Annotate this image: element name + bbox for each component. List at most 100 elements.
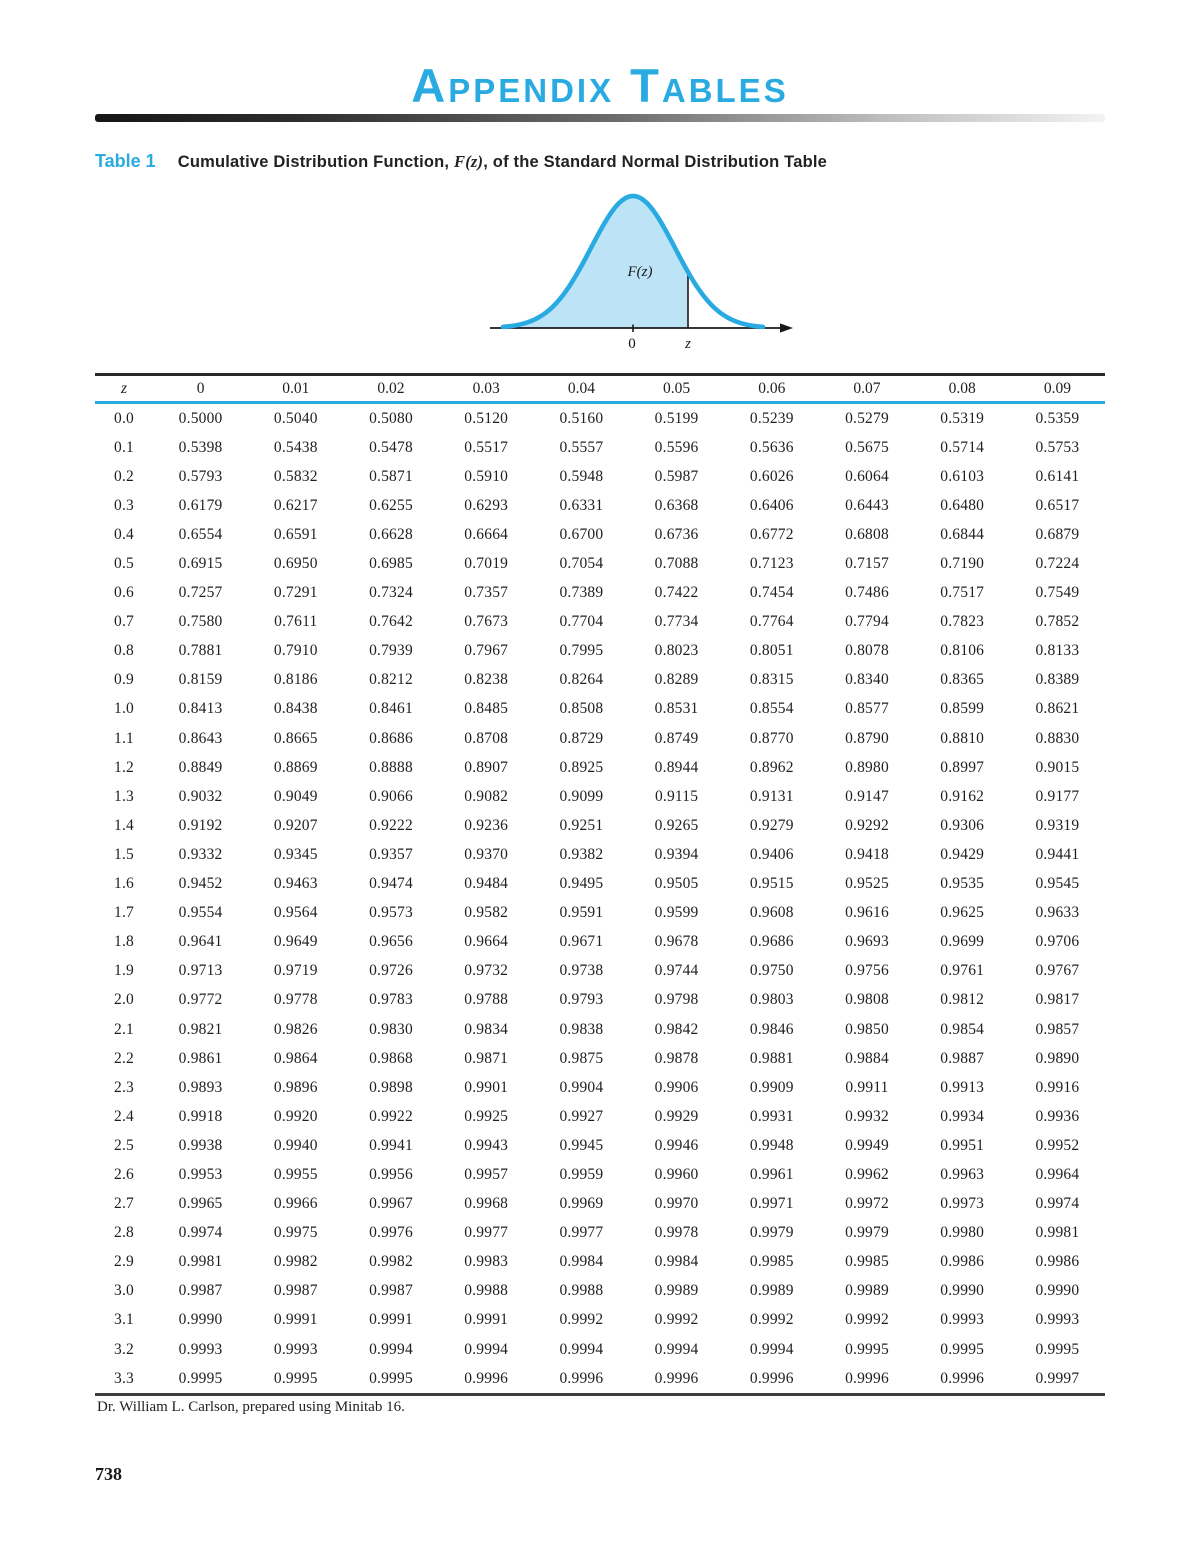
cdf-value: 0.9875: [559, 1049, 604, 1067]
cdf-value: 0.9761: [940, 962, 985, 980]
cdf-value: 0.6141: [1035, 467, 1080, 485]
table-row: 2.1 0.9821 0.9826 0.9830 0.9834 0.9838 0.9842 0…: [95, 1015, 1105, 1044]
cdf-value: 0.9983: [464, 1253, 509, 1271]
table-row: 1.3 0.9032 0.9049 0.9066 0.9082 0.9099 0.9115 0…: [95, 782, 1105, 811]
cdf-value: 0.8997: [940, 758, 985, 776]
cdf-value: 0.9664: [464, 933, 509, 951]
cdf-value: 0.9918: [178, 1107, 223, 1125]
cdf-value: 0.9671: [559, 933, 604, 951]
cdf-value: 0.5714: [940, 438, 985, 456]
cdf-value: 0.9988: [559, 1282, 604, 1300]
z-value: 2.8: [114, 1224, 134, 1242]
table-row: 1.2 0.8849 0.8869 0.8888 0.8907 0.8925 0.8944 0…: [95, 753, 1105, 782]
cdf-value: 0.6772: [749, 525, 794, 543]
cdf-value: 0.9994: [749, 1340, 794, 1358]
cdf-value: 0.9996: [654, 1369, 699, 1387]
title-divider-rule: [95, 114, 1105, 122]
cdf-value: 0.9993: [273, 1340, 318, 1358]
cdf-value: 0.5596: [654, 438, 699, 456]
cdf-value: 0.5987: [654, 467, 699, 485]
cdf-value: 0.8686: [369, 729, 413, 747]
table-row: 1.0 0.8413 0.8438 0.8461 0.8485 0.8508 0.8531 0…: [95, 695, 1105, 724]
table-label: Table 1: [95, 151, 156, 171]
cdf-value: 0.6915: [178, 555, 223, 573]
cdf-value: 0.5080: [369, 409, 413, 427]
cdf-value: 0.6591: [273, 525, 318, 543]
z-value: 0.1: [114, 438, 134, 456]
table-row: 1.1 0.8643 0.8665 0.8686 0.8708 0.8729 0.8749 0…: [95, 724, 1105, 753]
cdf-value: 0.8461: [369, 700, 413, 718]
cdf-value: 0.9988: [464, 1282, 509, 1300]
cdf-value: 0.9949: [845, 1136, 889, 1154]
cdf-value: 0.9871: [464, 1049, 509, 1067]
source-note: Dr. William L. Carlson, prepared using M…: [97, 1399, 405, 1415]
cdf-value: 0.9893: [178, 1078, 223, 1096]
table-row: 0.6 0.7257 0.7291 0.7324 0.7357 0.7389 0.7422 0…: [95, 579, 1105, 608]
cdf-value: 0.9236: [464, 816, 509, 834]
z-value: 0.5: [114, 555, 134, 573]
cdf-value: 0.9633: [1035, 904, 1080, 922]
cdf-value: 0.8340: [845, 671, 889, 689]
normal-curve-figure: F(z) 0 z: [488, 178, 798, 356]
cdf-value: 0.7054: [559, 555, 604, 573]
cdf-value: 0.8790: [845, 729, 889, 747]
cdf-value: 0.9484: [464, 875, 509, 893]
cdf-value: 0.5279: [845, 409, 889, 427]
cdf-value: 0.9975: [273, 1224, 318, 1242]
cdf-value: 0.9162: [940, 787, 985, 805]
cdf-value: 0.9713: [178, 962, 223, 980]
col-header: 0: [196, 379, 205, 397]
z-value: 2.4: [114, 1107, 134, 1125]
z-value: 1.5: [114, 845, 134, 863]
cdf-value: 0.9495: [559, 875, 604, 893]
table-row: 2.6 0.9953 0.9955 0.9956 0.9957 0.9959 0.9960 0…: [95, 1160, 1105, 1189]
cdf-value: 0.7422: [654, 584, 699, 602]
cdf-value: 0.9554: [178, 904, 223, 922]
cdf-value: 0.9406: [749, 845, 794, 863]
cdf-value: 0.6879: [1035, 525, 1080, 543]
cdf-value: 0.6103: [940, 467, 985, 485]
cdf-value: 0.9984: [654, 1253, 699, 1271]
table-row: 0.9 0.8159 0.8186 0.8212 0.8238 0.8264 0.8289 0…: [95, 666, 1105, 695]
cdf-value: 0.9966: [273, 1195, 318, 1213]
cdf-value: 0.9968: [464, 1195, 509, 1213]
table-row: 2.4 0.9918 0.9920 0.9922 0.9925 0.9927 0.9929 0…: [95, 1102, 1105, 1131]
cdf-value: 0.9798: [654, 991, 699, 1009]
table-row: 3.1 0.9990 0.9991 0.9991 0.9991 0.9992 0.9992 0…: [95, 1306, 1105, 1335]
page-number: 738: [95, 1464, 122, 1484]
cdf-value: 0.9991: [464, 1311, 509, 1329]
cdf-value: 0.5948: [559, 467, 604, 485]
cdf-value: 0.9974: [1035, 1195, 1080, 1213]
cdf-value: 0.9986: [940, 1253, 985, 1271]
cdf-value: 0.7967: [464, 642, 509, 660]
z-value: 0.8: [114, 642, 134, 660]
z-value: 0.0: [114, 409, 134, 427]
cdf-value: 0.9959: [559, 1165, 604, 1183]
cdf-value: 0.9463: [273, 875, 318, 893]
cdf-value: 0.8212: [369, 671, 413, 689]
cdf-value: 0.9963: [940, 1165, 985, 1183]
z-value: 2.1: [114, 1020, 134, 1038]
cdf-value: 0.8770: [749, 729, 794, 747]
cdf-value: 0.9850: [845, 1020, 889, 1038]
cdf-value: 0.9985: [845, 1253, 889, 1271]
cdf-value: 0.9929: [654, 1107, 699, 1125]
cdf-value: 0.9957: [464, 1165, 509, 1183]
table-caption: Cumulative Distribution Function, F(z), …: [178, 152, 827, 171]
cdf-value: 0.9881: [749, 1049, 794, 1067]
z-value: 0.2: [114, 467, 134, 485]
cdf-value: 0.9884: [845, 1049, 889, 1067]
cdf-value: 0.8133: [1035, 642, 1080, 660]
cdf-value: 0.7910: [273, 642, 318, 660]
cdf-value: 0.9946: [654, 1136, 699, 1154]
cdf-value: 0.9131: [749, 787, 794, 805]
cdf-value: 0.7019: [464, 555, 509, 573]
cdf-value: 0.7224: [1035, 555, 1080, 573]
cdf-value: 0.9982: [369, 1253, 413, 1271]
cdf-value: 0.9991: [369, 1311, 413, 1329]
table-row: 3.0 0.9987 0.9987 0.9987 0.9988 0.9988 0.9989 0…: [95, 1277, 1105, 1306]
cdf-value: 0.6026: [749, 467, 794, 485]
cdf-value: 0.9756: [845, 962, 889, 980]
z-value: 2.3: [114, 1078, 134, 1096]
cdf-value: 0.9916: [1035, 1078, 1080, 1096]
